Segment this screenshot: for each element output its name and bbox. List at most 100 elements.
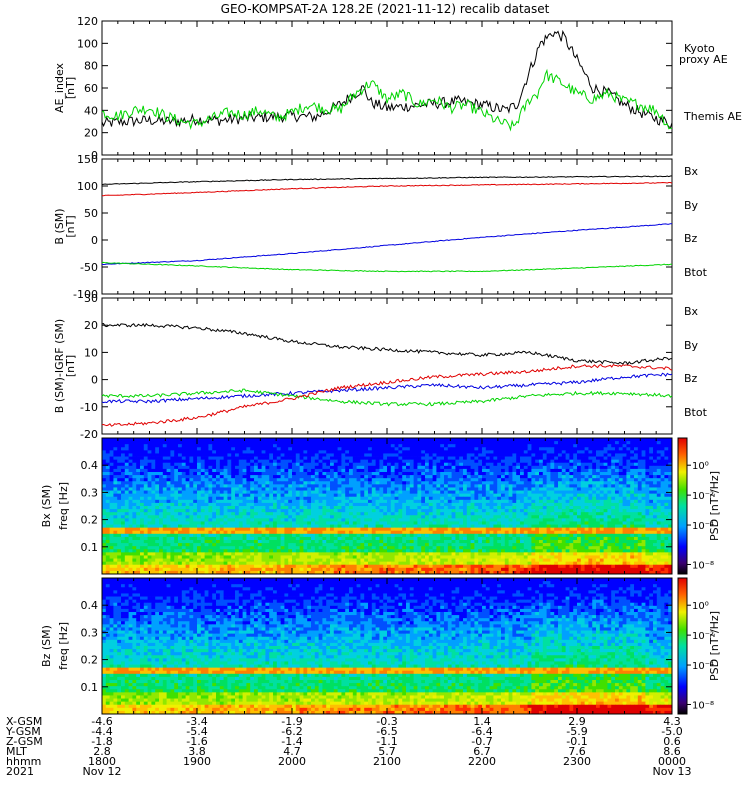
- spec-cell: [599, 438, 604, 442]
- spec-cell: [159, 496, 164, 501]
- spec-cell: [611, 481, 616, 485]
- spec-cell: [406, 530, 411, 535]
- spec-cell: [470, 468, 475, 473]
- spec-cell: [352, 509, 357, 513]
- spec-cell: [189, 481, 194, 485]
- spec-cell: [238, 490, 243, 495]
- spec-cell: [147, 502, 152, 507]
- spec-cell: [113, 444, 118, 448]
- spec-cell: [417, 509, 422, 513]
- spec-cell: [634, 496, 639, 501]
- spec-cell: [615, 499, 620, 504]
- spec-cell: [588, 468, 593, 473]
- spec-cell: [181, 487, 186, 491]
- spec-cell: [622, 475, 627, 479]
- spec-cell: [155, 502, 160, 507]
- spec-cell: [261, 453, 266, 457]
- spec-cell: [394, 456, 399, 461]
- spec-cell: [162, 481, 167, 485]
- spec-cell: [159, 456, 164, 461]
- spec-cell: [371, 496, 376, 501]
- spec-cell: [269, 478, 274, 482]
- spec-cell: [664, 506, 669, 510]
- spec-cell: [599, 493, 604, 498]
- spec-cell: [463, 459, 468, 464]
- spec-cell: [109, 512, 114, 516]
- spec-cell: [356, 472, 361, 476]
- spec-cell: [250, 456, 255, 461]
- spec-cell: [147, 459, 152, 464]
- spec-cell: [185, 524, 190, 529]
- spec-cell: [565, 462, 570, 467]
- spec-cell: [333, 518, 338, 522]
- spec-cell: [489, 475, 494, 479]
- spec-cell: [280, 456, 285, 461]
- spec-cell: [584, 506, 589, 510]
- spec-cell: [546, 512, 551, 516]
- spec-cell: [535, 441, 540, 445]
- spec-cell: [402, 444, 407, 448]
- spec-cell: [140, 533, 145, 538]
- spec-cell: [307, 499, 312, 504]
- ae-ylabel: AE_index: [53, 62, 66, 113]
- spec-cell: [371, 515, 376, 519]
- spec-cell: [337, 499, 342, 504]
- spec-cell: [200, 450, 205, 454]
- spec-cell: [406, 509, 411, 513]
- spec-cell: [117, 509, 122, 513]
- spec-cell: [257, 447, 262, 451]
- spec-cell: [273, 441, 278, 445]
- spec-cell: [223, 438, 228, 442]
- spec-cell: [497, 530, 502, 535]
- spec-cell: [466, 472, 471, 476]
- spec-cell: [508, 459, 513, 464]
- spec-cell: [539, 509, 544, 513]
- spec-cell: [151, 459, 156, 464]
- spec-cell: [584, 462, 589, 467]
- spec-cell: [447, 450, 452, 454]
- spec-cell: [402, 475, 407, 479]
- spec-cell: [618, 487, 623, 491]
- spec-cell: [288, 509, 293, 513]
- spec-cell: [227, 496, 232, 501]
- spec-cell: [356, 496, 361, 501]
- spec-cell: [607, 527, 612, 532]
- spec-cell: [265, 530, 270, 535]
- spec-cell: [425, 502, 430, 507]
- spec-cell: [607, 478, 612, 482]
- spec-cell: [178, 481, 183, 485]
- spec-cell: [333, 524, 338, 529]
- spec-cell: [379, 444, 384, 448]
- spec-cell: [618, 453, 623, 457]
- spec-cell: [546, 484, 551, 488]
- spec-cell: [527, 493, 532, 498]
- spec-cell: [219, 524, 224, 529]
- spec-cell: [428, 515, 433, 519]
- spec-cell: [641, 499, 646, 504]
- spec-cell: [170, 438, 175, 442]
- spec-cell: [622, 512, 627, 516]
- spec-cell: [371, 438, 376, 442]
- spec-cell: [565, 481, 570, 485]
- spec-cell: [554, 527, 559, 532]
- spec-cell: [219, 490, 224, 495]
- spec-cell: [577, 530, 582, 535]
- spec-cell: [501, 493, 506, 498]
- spec-cell: [497, 515, 502, 519]
- spec-cell: [569, 515, 574, 519]
- spec-cell: [630, 459, 635, 464]
- spec-cell: [523, 472, 528, 476]
- spec-cell: [584, 512, 589, 516]
- spec-cell: [387, 475, 392, 479]
- spec-cell: [178, 438, 183, 442]
- spec-cell: [660, 459, 665, 464]
- spec-cell: [527, 475, 532, 479]
- spec-cell: [447, 506, 452, 510]
- spec-cell: [561, 484, 566, 488]
- spec-cell: [375, 502, 380, 507]
- spec-cell: [417, 515, 422, 519]
- spec-cell: [504, 456, 509, 461]
- spec-cell: [592, 472, 597, 476]
- spec-cell: [254, 465, 259, 470]
- spec-cell: [466, 453, 471, 457]
